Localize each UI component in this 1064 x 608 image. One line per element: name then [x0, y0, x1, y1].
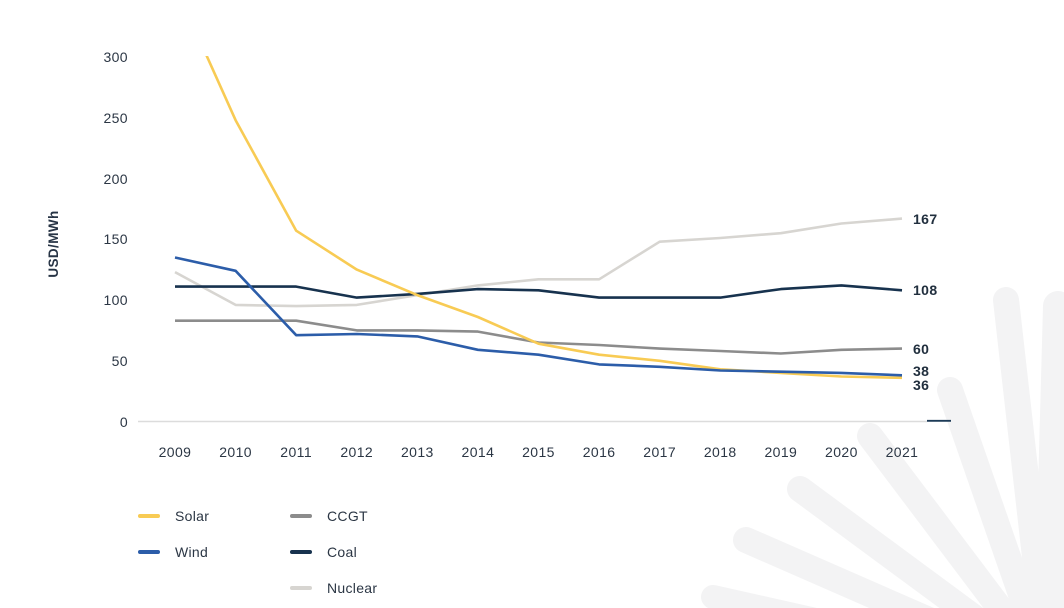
x-tick-2010: 2010: [219, 444, 252, 460]
x-tick-2017: 2017: [643, 444, 677, 460]
x-tick-2014: 2014: [461, 444, 495, 460]
y-axis-title: USD/MWh: [46, 210, 61, 278]
legend-item-ccgt: CCGT: [290, 507, 368, 525]
x-tick-2020: 2020: [825, 444, 858, 460]
legend-item-solar: Solar: [138, 507, 209, 525]
x-tick-2015: 2015: [522, 444, 555, 460]
sunburst-ray: [733, 527, 935, 608]
end-label-nuclear: 167: [913, 210, 938, 227]
legend-swatch-ccgt: [290, 514, 312, 518]
legend-label-ccgt: CCGT: [327, 508, 368, 524]
legend-label-coal: Coal: [327, 544, 357, 560]
end-label-ccgt: 60: [913, 340, 930, 357]
sunburst-ray: [857, 423, 1017, 608]
x-tick-2012: 2012: [340, 444, 374, 460]
x-tick-2011: 2011: [280, 444, 313, 460]
line-coal: [175, 284, 903, 299]
line-wind: [174, 256, 903, 377]
y-tick-50: 50: [111, 352, 128, 369]
legend-item-wind: Wind: [138, 543, 208, 561]
x-tick-2018: 2018: [703, 444, 737, 460]
y-tick-200: 200: [103, 170, 128, 187]
end-label-solar: 36: [913, 376, 930, 393]
y-tick-250: 250: [103, 109, 128, 126]
legend-swatch-coal: [290, 550, 312, 554]
x-tick-2013: 2013: [400, 444, 434, 460]
y-tick-100: 100: [103, 292, 128, 308]
legend-item-coal: Coal: [290, 543, 357, 561]
legend-swatch-solar: [138, 514, 160, 518]
legend-label-nuclear: Nuclear: [327, 580, 378, 596]
sunburst-ray: [937, 377, 1040, 608]
x-tick-2019: 2019: [764, 444, 798, 460]
legend-label-solar: Solar: [175, 508, 210, 524]
x-tick-2021: 2021: [885, 444, 919, 460]
sunburst-ray: [993, 287, 1054, 608]
sunburst-ray: [787, 476, 984, 608]
legend-item-nuclear: Nuclear: [290, 579, 377, 597]
sunburst-ray: [1034, 291, 1064, 608]
y-tick-300: 300: [103, 49, 128, 65]
legend-swatch-wind: [138, 550, 160, 554]
legend-swatch-nuclear: [290, 586, 312, 590]
end-label-wind: 38: [913, 363, 930, 380]
line-ccgt: [175, 319, 903, 355]
line-nuclear: [174, 217, 903, 308]
y-tick-0: 0: [119, 413, 128, 430]
x-tick-2009: 2009: [158, 444, 192, 460]
end-label-coal: 108: [913, 282, 938, 299]
y-tick-150: 150: [103, 231, 128, 248]
legend-label-wind: Wind: [175, 544, 209, 560]
x-tick-2016: 2016: [582, 444, 616, 460]
